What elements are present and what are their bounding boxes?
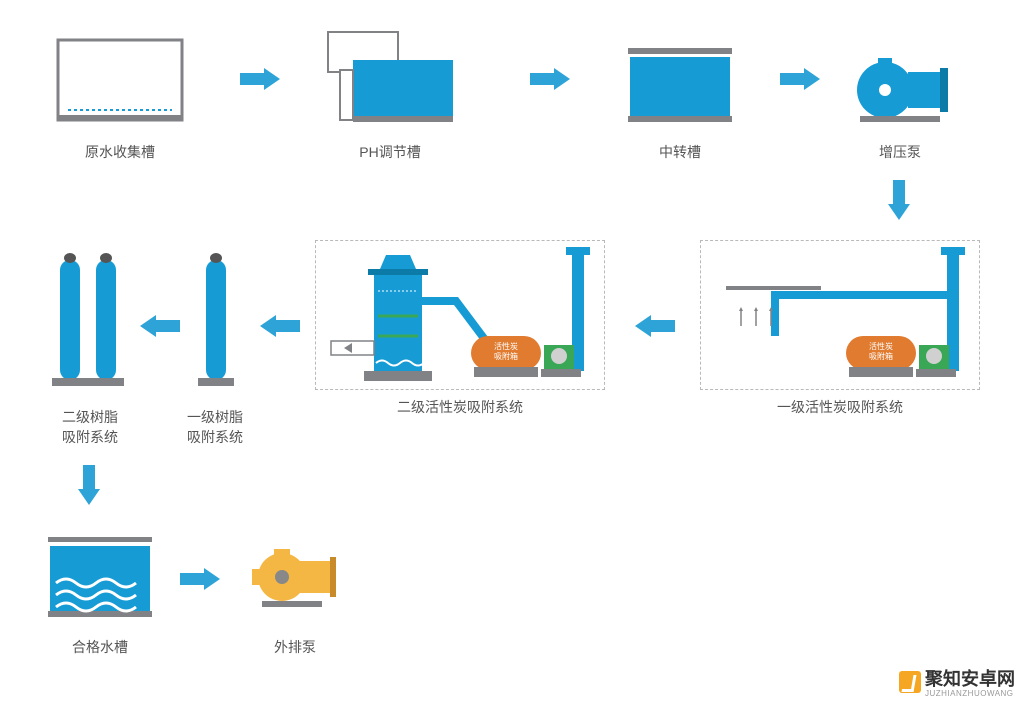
stage-transfer-tank: 中转槽 [620, 30, 740, 163]
stage-booster-pump: 增压泵 [840, 30, 960, 163]
watermark: 聚知安卓网 JUZHIANZHUOWANG [899, 665, 1015, 698]
watermark-icon [899, 671, 921, 693]
carbon-l1-icon [701, 241, 981, 391]
carbon-l2-box-label: 活性炭 吸附箱 [486, 342, 526, 361]
carbon-l1-label: 一级活性炭吸附系统 [700, 398, 980, 418]
booster-pump-icon [840, 30, 960, 130]
raw-tank-label: 原水收集槽 [50, 143, 190, 163]
stage-discharge-pump: 外排泵 [240, 525, 350, 658]
qualified-tank-icon [40, 525, 160, 625]
arrow-raw-to-ph [240, 68, 280, 90]
stage-resin-l2: 二级树脂 吸附系统 [40, 240, 140, 447]
ph-tank-icon [320, 30, 460, 130]
stage-carbon-l1: 活性炭 吸附箱 一级活性炭吸附系统 [700, 240, 980, 418]
stage-qualified-tank: 合格水槽 [40, 525, 160, 658]
carbon-l1-box-label: 活性炭 吸附箱 [861, 342, 901, 361]
arrow-qualified-to-discharge [180, 568, 220, 590]
arrow-transfer-to-pump [780, 68, 820, 90]
arrow-carbon2-to-resin1 [260, 315, 300, 337]
resin-l2-label: 二级树脂 吸附系统 [40, 408, 140, 447]
resin-l2-icon [40, 240, 140, 395]
booster-pump-label: 增压泵 [840, 143, 960, 163]
arrow-resin2-down [78, 465, 100, 505]
carbon-l2-icon [316, 241, 606, 391]
arrow-carbon1-to-carbon2 [635, 315, 675, 337]
stage-resin-l1: 一级树脂 吸附系统 [180, 240, 250, 447]
arrow-resin1-to-resin2 [140, 315, 180, 337]
stage-carbon-l2: 活性炭 吸附箱 二级活性炭吸附系统 [315, 240, 605, 418]
resin-l1-icon [180, 240, 250, 395]
transfer-tank-icon [620, 30, 740, 130]
raw-tank-icon [50, 30, 190, 130]
stage-raw-water-tank: 原水收集槽 [50, 30, 190, 163]
arrow-ph-to-transfer [530, 68, 570, 90]
discharge-pump-icon [240, 525, 350, 625]
stage-ph-tank: PH调节槽 [320, 30, 460, 163]
carbon-l2-label: 二级活性炭吸附系统 [315, 398, 605, 418]
arrow-pump-down [888, 180, 910, 220]
transfer-tank-label: 中转槽 [620, 143, 740, 163]
ph-tank-label: PH调节槽 [320, 143, 460, 163]
resin-l1-label: 一级树脂 吸附系统 [180, 408, 250, 447]
watermark-sub: JUZHIANZHUOWANG [925, 689, 1015, 698]
qualified-tank-label: 合格水槽 [40, 638, 160, 658]
watermark-main: 聚知安卓网 [925, 669, 1015, 689]
discharge-pump-label: 外排泵 [240, 638, 350, 658]
